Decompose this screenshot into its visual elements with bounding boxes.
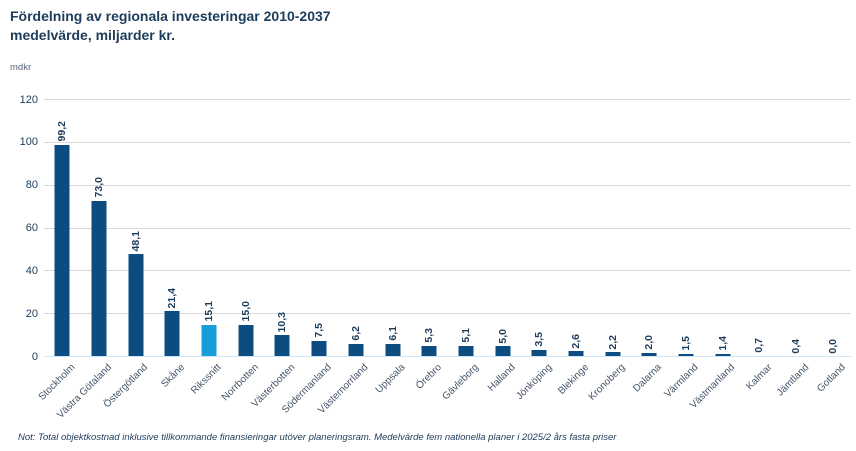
- category-label: Jämtland: [774, 362, 811, 399]
- bar-kronoberg: [605, 352, 621, 357]
- bar-slot: 3,5 Jönköping: [514, 100, 558, 402]
- bar-slot: 10,3 Västerbotten: [249, 100, 301, 410]
- bar-halland: [495, 346, 511, 357]
- gridline: [44, 270, 851, 272]
- category-label: Kalmar: [743, 362, 775, 393]
- bar-value-label: 99,2: [56, 121, 69, 142]
- bar-g-vleborg: [458, 346, 474, 357]
- bar-value-label: 0,4: [790, 338, 803, 354]
- bar-value-label: 15,1: [203, 301, 216, 322]
- y-tick-label: 80: [25, 179, 38, 192]
- category-label: Gävleborg: [440, 362, 481, 403]
- bar-slot: 0,4 Jämtland: [774, 100, 815, 399]
- bar-s-dermanland: [311, 340, 327, 357]
- bar-slot: 0,7 Kalmar: [741, 100, 778, 392]
- bar-rikssnitt: [201, 324, 217, 357]
- y-tick-label: 60: [25, 222, 38, 234]
- bar-value-label: 6,1: [386, 326, 399, 341]
- bar-v-sterbotten: [274, 334, 290, 357]
- bar-v-sternorrland: [348, 343, 364, 357]
- bar-slot: 15,0 Norrbotten: [219, 100, 264, 403]
- y-tick-label: 0: [31, 350, 38, 363]
- bar-slot: 5,0 Halland: [484, 100, 521, 394]
- y-tick-label: 20: [25, 307, 38, 320]
- bar-value-label: 5,3: [423, 328, 436, 343]
- bar-uppsala: [385, 343, 401, 357]
- bar-value-label: 48,1: [129, 230, 142, 251]
- chart-title-line1: Fördelning av regionala investeringar 20…: [10, 8, 331, 24]
- category-label: Rikssnitt: [189, 362, 224, 397]
- gridline: [44, 313, 851, 315]
- y-axis-unit-label: mdkr: [10, 62, 32, 73]
- bar-chart-plot-area: 0 20 40 60 80 100 120 99,2 Stockholm 73,0 Västra …: [20, 94, 851, 421]
- category-label: Kronoberg: [586, 362, 628, 403]
- category-label: Gotland: [815, 362, 848, 395]
- bars-layer: 99,2 Stockholm 73,0 Västra Götaland 48,1 Öste…: [36, 100, 851, 421]
- bar-slot: 48,1 Östergötland: [102, 100, 154, 411]
- y-tick-label: 40: [25, 264, 38, 277]
- bar-slot: 0,0 Gotland: [814, 100, 851, 394]
- bar-slot: 2,2 Kronoberg: [587, 100, 631, 403]
- bar-stockholm: [54, 144, 70, 357]
- bar-blekinge: [568, 351, 584, 357]
- y-tick-label: 100: [19, 136, 38, 149]
- bar--rebro: [421, 345, 437, 357]
- category-label: Blekinge: [555, 362, 591, 397]
- bar-slot: 73,0 Västra Götaland: [55, 100, 118, 421]
- bar-value-label: 1,4: [716, 336, 729, 352]
- bar-value-label: 3,5: [533, 331, 546, 347]
- chart-title-line2: medelvärde, miljarder kr.: [10, 27, 175, 43]
- bar-value-label: 5,0: [496, 328, 509, 344]
- bar-value-label: 2,6: [569, 333, 582, 349]
- bar-value-label: 21,4: [166, 287, 179, 309]
- bar-slot: 5,1 Gävleborg: [440, 100, 485, 402]
- bar-slot: 1,4 Västmanland: [688, 100, 741, 411]
- bar-value-label: 5,1: [459, 328, 472, 344]
- bar-value-label: 7,5: [313, 323, 326, 338]
- category-label: Halland: [485, 362, 518, 394]
- category-label: Örebro: [414, 362, 444, 392]
- y-tick-label: 120: [19, 93, 38, 106]
- bar-value-label: 2,2: [606, 334, 619, 350]
- gridline: [44, 227, 851, 229]
- bar-value-label: 15,0: [239, 301, 252, 322]
- bar-value-label: 2,0: [643, 335, 656, 350]
- bar-slot: 15,1 Rikssnitt: [189, 100, 228, 396]
- bar-v-rmland: [678, 353, 694, 357]
- bar-v-stmanland: [715, 354, 731, 357]
- bar-slot: 21,4 Skåne: [154, 100, 191, 390]
- category-label: Jönköping: [514, 362, 555, 403]
- bar-value-label: 6,2: [349, 326, 362, 341]
- bar--sterg-tland: [128, 254, 144, 357]
- bar-slot: 6,1 Uppsala: [374, 100, 411, 395]
- category-label: Dalarna: [631, 362, 665, 395]
- bar-value-label: 10,3: [276, 311, 289, 332]
- bar-v-stra-g-taland: [91, 200, 107, 357]
- bar-slot: 7,5 Södermanland: [280, 100, 338, 415]
- bar-dalarna: [641, 352, 657, 357]
- bar-slot: 5,3 Örebro: [411, 100, 448, 392]
- bar-slot: 6,2 Västernorrland: [316, 100, 375, 416]
- bar-slot: 2,0 Dalarna: [631, 100, 668, 394]
- bar-slot: 1,5 Värmland: [663, 100, 705, 400]
- x-axis-baseline: [44, 356, 851, 357]
- category-label: Uppsala: [373, 362, 408, 396]
- bar-norrbotten: [238, 324, 254, 357]
- category-label: Skåne: [159, 362, 188, 390]
- chart-title: Fördelning av regionala investeringar 20…: [10, 7, 331, 45]
- bar-value-label: 1,5: [680, 336, 693, 351]
- bar-j-nk-ping: [531, 349, 547, 357]
- bar-value-label: 0,7: [753, 337, 766, 353]
- gridline: [44, 184, 851, 186]
- bar-value-label: 0,0: [826, 339, 839, 354]
- gridline: [44, 99, 851, 100]
- bar-slot: 2,6 Blekinge: [556, 100, 595, 397]
- footnote: Not: Total objektkostnad inklusive tillk…: [18, 432, 617, 443]
- gridline: [44, 141, 851, 143]
- bar-slot: 99,2 Stockholm: [36, 100, 81, 403]
- bar-value-label: 73,0: [93, 177, 106, 198]
- bar-sk-ne: [164, 311, 180, 357]
